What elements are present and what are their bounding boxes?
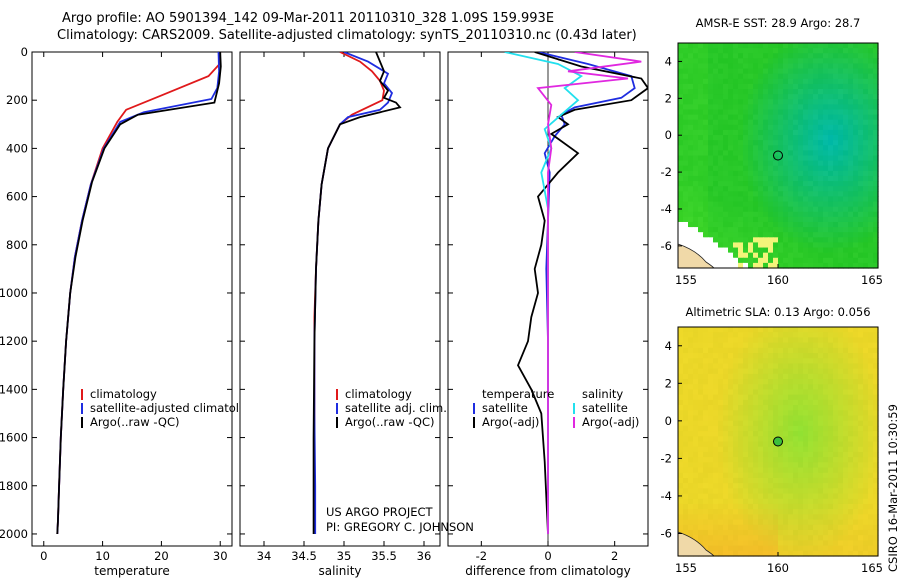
legend-label: Argo(-adj) <box>582 415 639 429</box>
y-tick-label: 600 <box>6 190 28 204</box>
map-x-tick-label: 160 <box>767 561 789 575</box>
plot-frame <box>239 51 441 547</box>
legend-label: Argo(-adj) <box>482 415 539 429</box>
map-y-tick-label: -2 <box>661 165 672 179</box>
x-axis-label: difference from climatology <box>465 564 631 578</box>
credit-side: CSIRO 16-Mar-2011 10:30:59 <box>886 404 900 572</box>
map-y-tick-label: -2 <box>661 451 672 465</box>
map-panel-2: Altimetric SLA: 0.13 Argo: 0.056 155 160 16… <box>661 305 883 575</box>
y-tick-label: 1600 <box>0 431 28 445</box>
figure-title-line2: Climatology: CARS2009. Satellite-adjuste… <box>57 28 637 43</box>
series-line-4 <box>536 52 642 534</box>
map-x-tick-label: 165 <box>861 273 883 287</box>
legend-label: Argo(..raw -QC) <box>345 415 435 429</box>
legend-label: climatology <box>90 387 157 401</box>
map-field <box>678 327 879 557</box>
legend-label: Argo(..raw -QC) <box>90 415 180 429</box>
map-x-tick-label: 155 <box>675 561 697 575</box>
map-y-tick-label: 4 <box>665 339 672 353</box>
x-tick-label: 10 <box>95 549 110 563</box>
map-y-tick-label: 0 <box>665 414 672 428</box>
y-tick-label: 0 <box>21 45 28 59</box>
y-tick-label: 200 <box>6 93 28 107</box>
y-tick-label: 1200 <box>0 334 28 348</box>
map-x-tick-label: 165 <box>861 561 883 575</box>
legend-label: satellite adj. clim. <box>345 401 447 415</box>
map-y-tick-label: 0 <box>665 128 672 142</box>
figure-title-line1: Argo profile: AO 5901394_142 09-Mar-2011… <box>62 11 555 26</box>
x-tick-label: 35 <box>337 549 352 563</box>
legend-label: climatology <box>345 387 412 401</box>
map-panel-1: AMSR-E SST: 28.9 Argo: 28.7 155 160 165 -6 -4… <box>661 16 883 287</box>
y-tick-label: 800 <box>6 238 28 252</box>
map-y-tick-label: -6 <box>661 239 672 253</box>
legend-label: satellite <box>482 401 528 415</box>
legend-label: temperature <box>482 387 554 401</box>
x-tick-label: 34 <box>257 549 272 563</box>
map-y-tick-label: -4 <box>661 202 672 216</box>
credit-pi: PI: GREGORY C. JOHNSON <box>326 520 474 534</box>
float-position-marker <box>773 436 783 447</box>
map-y-tick-label: 4 <box>665 54 672 68</box>
y-tick-label: 400 <box>6 141 28 155</box>
x-axis-label: temperature <box>94 564 169 578</box>
x-axis-label: salinity <box>318 564 361 578</box>
x-tick-label: -2 <box>476 549 487 563</box>
y-tick-label: 2000 <box>0 527 28 541</box>
map-field <box>678 43 879 269</box>
plot-frame <box>31 51 233 547</box>
x-tick-label: 30 <box>213 549 228 563</box>
legend-label: satellite-adjusted climatology <box>90 401 260 415</box>
x-tick-label: 20 <box>154 549 169 563</box>
y-tick-label: 1000 <box>0 286 28 300</box>
y-tick-label: 1400 <box>0 382 28 396</box>
credit-project: US ARGO PROJECT <box>326 505 434 519</box>
series-line-2 <box>517 52 648 535</box>
legend-label: salinity <box>582 387 623 401</box>
profile-panel-1: 0 10 20 30 temperature 0 200 400 600 800 1000 1200 1… <box>0 45 260 578</box>
x-tick-label: 35.5 <box>371 549 397 563</box>
map-y-tick-label: -6 <box>661 526 672 540</box>
x-tick-label: 34.5 <box>291 549 317 563</box>
map-y-tick-label: 2 <box>665 91 672 105</box>
series-line-3 <box>56 52 222 535</box>
map-y-tick-label: 2 <box>665 376 672 390</box>
map-title: AMSR-E SST: 28.9 Argo: 28.7 <box>696 16 861 30</box>
map-title: Altimetric SLA: 0.13 Argo: 0.056 <box>685 305 870 319</box>
map-x-tick-label: 160 <box>767 273 789 287</box>
x-tick-label: 2 <box>611 549 618 563</box>
x-tick-label: 36 <box>417 549 432 563</box>
profile-panel-2: 34 34.5 35 35.5 36 salinity climatologysatelli… <box>239 51 447 578</box>
map-y-tick-label: -4 <box>661 489 672 503</box>
series-line-3 <box>312 52 402 534</box>
map-x-tick-label: 155 <box>675 273 697 287</box>
x-tick-label: 0 <box>40 549 47 563</box>
float-position-marker <box>773 150 783 161</box>
y-tick-label: 1800 <box>0 479 28 493</box>
x-tick-label: 0 <box>544 549 551 563</box>
legend-label: satellite <box>582 401 628 415</box>
